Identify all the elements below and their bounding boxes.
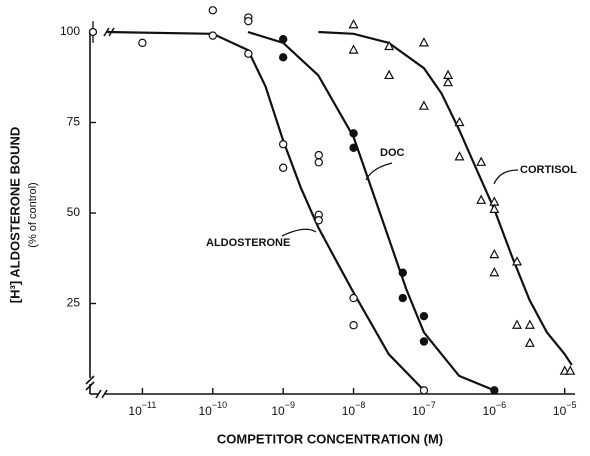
x-tick-exponent: −10 xyxy=(212,400,227,410)
point xyxy=(398,268,407,277)
x-tick-base: 10 xyxy=(412,404,426,418)
x-tick-label: 10−5 xyxy=(553,400,577,418)
curve-label: DOC xyxy=(380,147,405,159)
axis-break xyxy=(101,389,108,399)
point xyxy=(244,16,253,26)
fit-curve xyxy=(318,30,573,366)
y-tick-label: 25 xyxy=(67,296,81,310)
axis-break xyxy=(95,389,102,399)
x-tick-base: 10 xyxy=(553,404,567,418)
x-tick-label: 10−11 xyxy=(128,400,156,418)
point xyxy=(278,53,288,62)
point xyxy=(418,37,429,47)
point xyxy=(349,129,358,138)
point xyxy=(443,76,454,87)
point xyxy=(490,386,499,395)
point xyxy=(489,248,500,259)
point xyxy=(524,337,535,347)
axis-break xyxy=(85,375,95,385)
y-tick-label: 75 xyxy=(67,115,81,129)
point xyxy=(349,321,358,330)
label-arrow xyxy=(365,162,393,181)
label-arrow xyxy=(281,228,317,237)
point xyxy=(349,143,358,153)
x-tick-label: 10−7 xyxy=(412,400,436,418)
point xyxy=(454,116,465,127)
x-tick-exponent: −5 xyxy=(566,400,576,410)
point xyxy=(384,69,395,80)
point xyxy=(208,6,217,15)
x-tick-base: 10 xyxy=(198,404,212,418)
axis-break xyxy=(103,27,110,37)
x-tick-exponent: −11 xyxy=(142,400,157,410)
point xyxy=(454,151,465,161)
point xyxy=(208,31,217,40)
point xyxy=(348,18,359,29)
x-axis-label: COMPETITOR CONCENTRATION (M) xyxy=(217,431,443,446)
point xyxy=(244,49,253,58)
fit-curve xyxy=(107,30,425,392)
point xyxy=(314,158,323,167)
point xyxy=(476,156,487,166)
y-tick-label: 100 xyxy=(60,24,80,38)
x-tick-label: 10−6 xyxy=(483,400,507,418)
point xyxy=(278,140,288,149)
point xyxy=(349,293,358,303)
x-tick-exponent: −6 xyxy=(496,400,506,410)
axes xyxy=(85,27,575,399)
x-tick-label: 10−8 xyxy=(342,400,366,418)
point xyxy=(512,256,523,266)
curve-label: CORTISOL xyxy=(520,164,577,176)
x-tick-label: 10−10 xyxy=(198,400,227,418)
x-tick-exponent: −7 xyxy=(425,400,435,410)
point xyxy=(565,365,576,375)
point xyxy=(384,40,395,51)
control-point xyxy=(88,27,98,37)
y-tick-label: 50 xyxy=(67,205,81,219)
y-axis-sublabel: (% of control) xyxy=(27,182,39,247)
label-arrow xyxy=(493,169,519,185)
point xyxy=(314,150,323,160)
x-tick-exponent: −9 xyxy=(285,400,295,410)
x-tick-base: 10 xyxy=(271,404,285,418)
x-tick-label: 10−9 xyxy=(271,400,295,418)
fit-curve xyxy=(247,30,495,392)
point xyxy=(398,293,407,303)
point xyxy=(138,38,147,48)
x-tick-base: 10 xyxy=(483,404,497,418)
point xyxy=(278,35,288,44)
y-axis-label: [H³] ALDOSTERONE BOUND xyxy=(7,127,22,303)
point xyxy=(348,44,359,54)
point xyxy=(418,100,429,110)
point xyxy=(278,163,288,172)
x-tick-exponent: −8 xyxy=(355,400,365,410)
x-tick-base: 10 xyxy=(128,404,142,418)
point xyxy=(314,216,323,225)
point xyxy=(419,311,429,321)
point xyxy=(512,319,523,329)
point xyxy=(489,203,500,213)
point xyxy=(524,319,535,329)
point xyxy=(419,337,429,346)
point xyxy=(489,266,500,277)
point xyxy=(476,194,487,204)
point xyxy=(419,386,429,395)
x-tick-base: 10 xyxy=(342,404,356,418)
curve-label: ALDOSTERONE xyxy=(206,237,290,249)
